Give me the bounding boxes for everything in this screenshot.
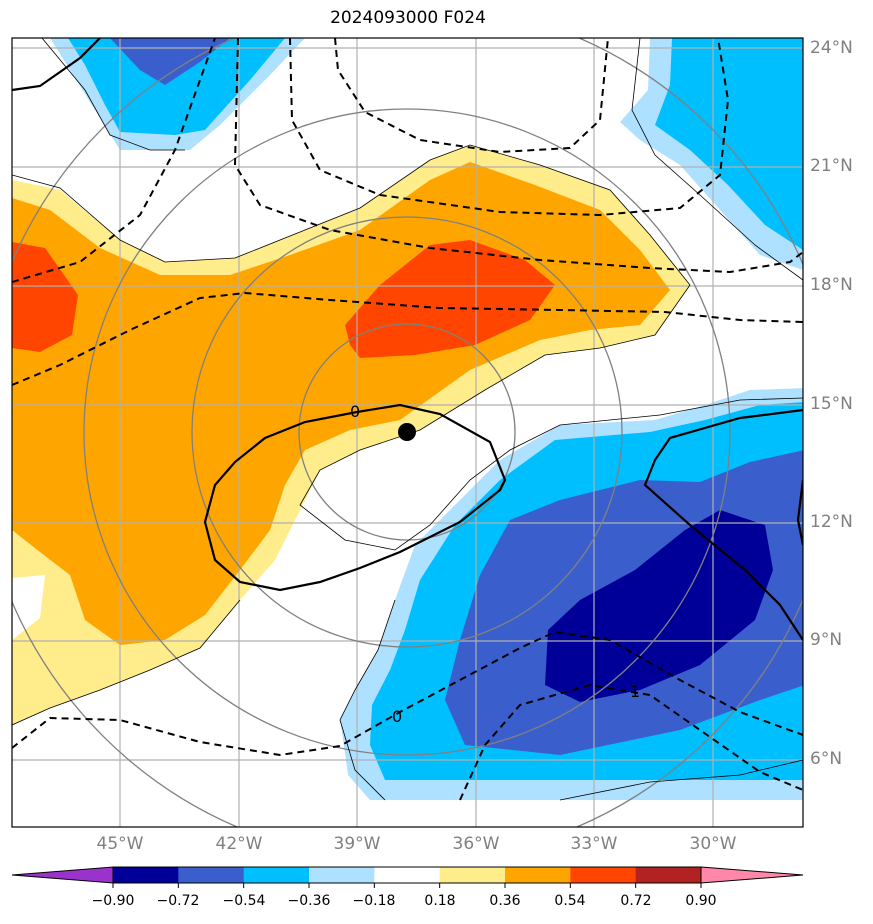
map-title: 2024093000 F024 <box>330 8 486 28</box>
colorbar-tick: 0.72 <box>620 893 652 909</box>
solid-contours <box>12 38 803 641</box>
graticule <box>12 38 803 827</box>
colorbar-cell <box>505 867 571 883</box>
colorbar-tick: 0.18 <box>424 893 456 909</box>
colorbar-tick: 0.36 <box>489 893 521 909</box>
lon-label: 33°W <box>570 834 618 854</box>
lon-label: 45°W <box>96 834 144 854</box>
lat-label: 9°N <box>810 630 843 650</box>
colorbar-tick: −0.90 <box>91 893 135 909</box>
colorbar-cell <box>635 867 702 883</box>
positive-anomaly-band <box>12 145 690 725</box>
colorbar-tick: −0.36 <box>287 893 331 909</box>
colorbar-cell <box>243 867 310 883</box>
thin-contours <box>12 38 803 801</box>
storm-center-marker <box>398 423 416 441</box>
lon-label: 39°W <box>333 834 381 854</box>
colorbar-cell <box>374 867 441 883</box>
contour-label: 1 <box>630 682 640 701</box>
colorbar-cell <box>309 867 375 883</box>
contour-label: 0 <box>392 707 402 726</box>
colorbar-tick: 0.90 <box>685 893 717 909</box>
colorbar-tick: −0.18 <box>352 893 396 909</box>
colorbar-tick: 0.54 <box>554 893 586 909</box>
lon-label: 42°W <box>215 834 263 854</box>
plot-frame <box>11 37 804 828</box>
lon-label: 36°W <box>452 834 500 854</box>
lat-label: 18°N <box>810 275 853 295</box>
colorbar-extend-low <box>12 867 113 883</box>
colorbar-extend-high <box>701 867 803 883</box>
contour-label: 0 <box>350 402 360 421</box>
lat-label: 6°N <box>810 749 843 769</box>
colorbar-tick: −0.72 <box>156 893 200 909</box>
colorbar-cell <box>439 867 506 883</box>
colorbar-cell <box>570 867 637 883</box>
dashed-contours <box>12 38 803 801</box>
colorbar-cell <box>178 867 245 883</box>
colorbar <box>11 866 804 888</box>
colorbar-cell <box>113 867 179 883</box>
lat-label: 21°N <box>810 156 853 176</box>
colorbar-tick: −0.54 <box>222 893 266 909</box>
negative-anomaly-nw <box>50 38 305 150</box>
range-rings <box>12 38 803 827</box>
lon-label: 30°W <box>689 834 737 854</box>
negative-anomaly-ne <box>620 38 803 270</box>
lat-label: 12°N <box>810 512 853 532</box>
lat-label: 15°N <box>810 394 853 414</box>
lat-label: 24°N <box>810 38 853 58</box>
